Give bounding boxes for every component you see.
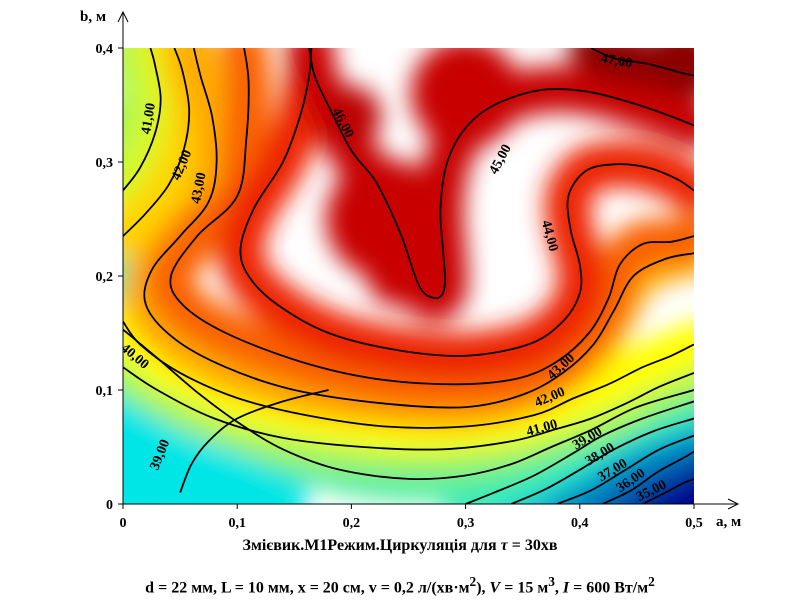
x-tick-label: 0	[120, 516, 127, 531]
x-axis-title: a, м	[716, 514, 741, 530]
y-tick-label: 0	[106, 498, 113, 513]
y-tick-label: 0,2	[96, 270, 114, 285]
y-tick-label: 0,3	[96, 156, 114, 171]
plot-area: 47,0046,0045,0044,0043,0042,0041,0041,00…	[66, 19, 743, 562]
tau-symbol: τ	[501, 537, 508, 554]
chart-parameters: d = 22 мм, L = 10 мм, x = 20 см, v = 0,2…	[0, 574, 800, 597]
volume-symbol: V	[490, 579, 501, 596]
params-text-5: = 600 Вт/м	[569, 579, 648, 596]
params-text-1: d = 22 мм, L = 10 мм, x = 20 см, v = 0,2…	[145, 579, 469, 596]
y-tick-label: 0,1	[96, 384, 114, 399]
chart-title-prefix: Змієвик.М1Режим.Циркуляція для	[243, 537, 501, 554]
heat-core	[367, 246, 427, 306]
params-text-2: ),	[476, 579, 489, 596]
chart-title: Змієвик.М1Режим.Циркуляція для τ = 30хв	[0, 537, 800, 555]
params-sup-3: 3	[548, 574, 555, 589]
y-tick-label: 0,4	[96, 42, 114, 57]
x-axis: 0 0,1 0,2 0,3 0,4 0,5 a, м	[120, 499, 742, 531]
heat-core	[321, 86, 381, 146]
y-axis-title: b, м	[80, 9, 106, 25]
params-sup-2b: 2	[648, 574, 655, 589]
x-tick-label: 0,5	[685, 516, 703, 531]
x-tick-label: 0,3	[457, 516, 475, 531]
x-tick-label: 0,4	[571, 516, 589, 531]
x-tick-label: 0,2	[343, 516, 361, 531]
params-text-3: = 15 м	[500, 579, 548, 596]
chart-title-suffix: = 30хв	[508, 537, 558, 554]
params-text-4: ,	[555, 579, 563, 596]
y-axis: 0 0,1 0,2 0,3 0,4 b, м	[80, 9, 128, 513]
x-tick-label: 0,1	[228, 516, 246, 531]
